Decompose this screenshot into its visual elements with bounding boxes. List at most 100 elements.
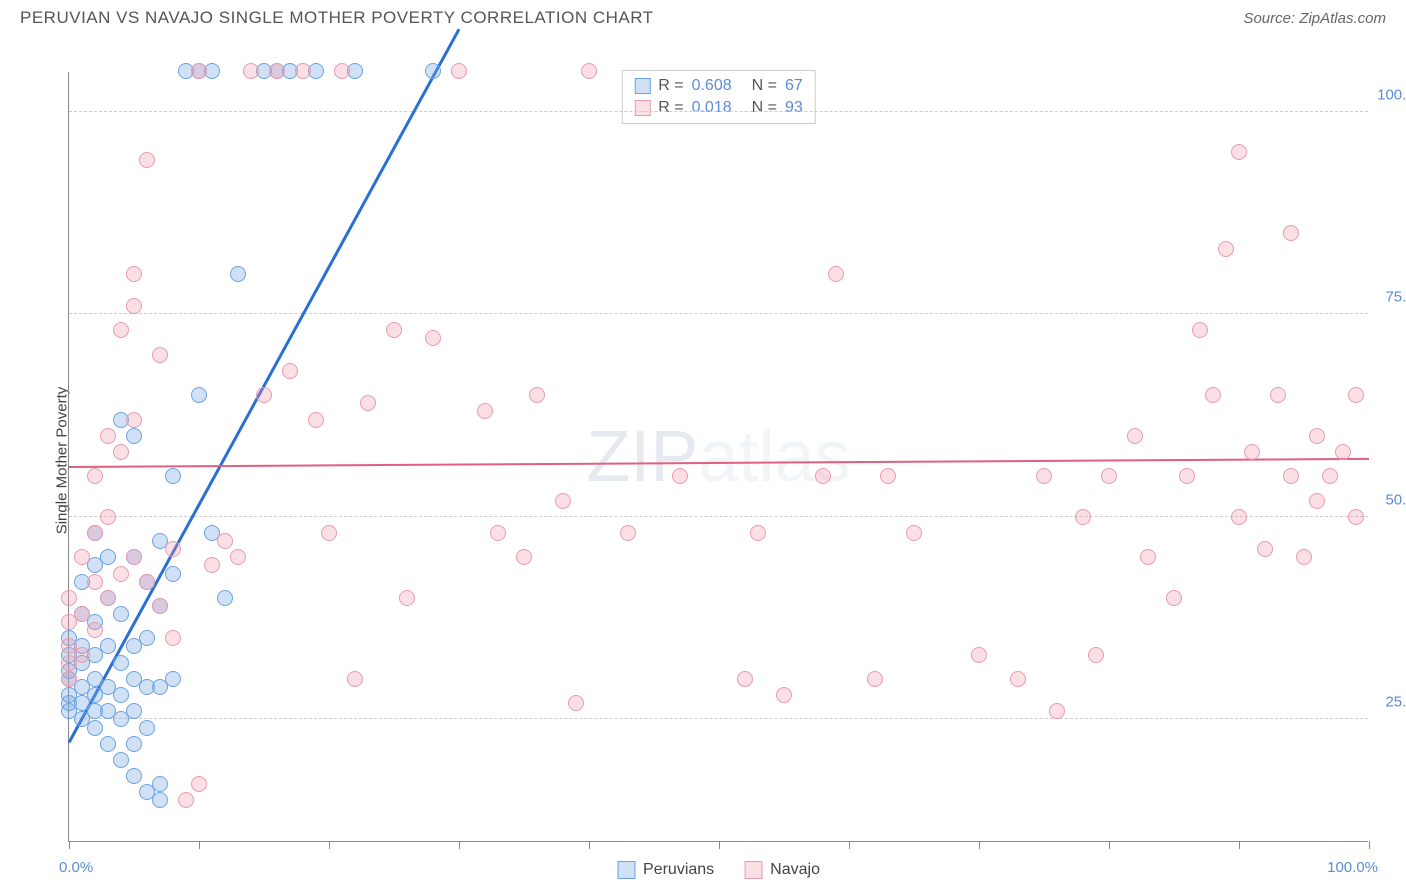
data-point <box>1192 322 1208 338</box>
data-point <box>165 566 181 582</box>
data-point <box>581 63 597 79</box>
data-point <box>1140 549 1156 565</box>
stat-swatch <box>634 78 650 94</box>
stat-r-value: 0.018 <box>692 99 732 117</box>
data-point <box>477 403 493 419</box>
chart-title: PERUVIAN VS NAVAJO SINGLE MOTHER POVERTY… <box>20 8 654 28</box>
data-point <box>971 647 987 663</box>
data-point <box>87 468 103 484</box>
data-point <box>126 549 142 565</box>
data-point <box>1309 493 1325 509</box>
data-point <box>399 590 415 606</box>
data-point <box>386 322 402 338</box>
data-point <box>126 768 142 784</box>
data-point <box>828 266 844 282</box>
legend-swatch <box>744 861 762 879</box>
data-point <box>178 792 194 808</box>
data-point <box>321 525 337 541</box>
data-point <box>1348 509 1364 525</box>
data-point <box>87 622 103 638</box>
data-point <box>529 387 545 403</box>
data-point <box>113 566 129 582</box>
data-point <box>776 687 792 703</box>
data-point <box>1283 225 1299 241</box>
data-point <box>100 509 116 525</box>
data-point <box>1101 468 1117 484</box>
data-point <box>620 525 636 541</box>
data-point <box>152 598 168 614</box>
y-tick-label: 50.0% <box>1385 491 1406 508</box>
data-point <box>490 525 506 541</box>
data-point <box>425 63 441 79</box>
data-point <box>61 671 77 687</box>
stat-r-value: 0.608 <box>692 77 732 95</box>
data-point <box>191 776 207 792</box>
data-point <box>867 671 883 687</box>
data-point <box>61 590 77 606</box>
source-label: Source: ZipAtlas.com <box>1243 10 1386 27</box>
data-point <box>1088 647 1104 663</box>
plot-area: ZIPatlas R = 0.608N = 67R = 0.018N = 93 … <box>68 72 1368 842</box>
data-point <box>1036 468 1052 484</box>
data-point <box>87 720 103 736</box>
data-point <box>139 152 155 168</box>
stat-swatch <box>634 100 650 116</box>
data-point <box>217 533 233 549</box>
x-tick <box>329 841 330 849</box>
legend-item: Peruvians <box>617 861 714 879</box>
data-point <box>1257 541 1273 557</box>
data-point <box>152 776 168 792</box>
x-tick <box>1109 841 1110 849</box>
data-point <box>100 428 116 444</box>
data-point <box>126 266 142 282</box>
data-point <box>243 63 259 79</box>
data-point <box>256 387 272 403</box>
data-point <box>737 671 753 687</box>
gridline <box>69 313 1368 314</box>
data-point <box>1127 428 1143 444</box>
gridline <box>69 718 1368 719</box>
data-point <box>269 63 285 79</box>
data-point <box>204 557 220 573</box>
data-point <box>165 541 181 557</box>
gridline <box>69 111 1368 112</box>
stat-r-label: R = <box>658 77 683 95</box>
legend-label: Peruvians <box>643 861 714 879</box>
data-point <box>139 574 155 590</box>
x-tick <box>979 841 980 849</box>
data-point <box>750 525 766 541</box>
data-point <box>1231 144 1247 160</box>
data-point <box>113 687 129 703</box>
data-point <box>126 298 142 314</box>
data-point <box>815 468 831 484</box>
data-point <box>100 590 116 606</box>
data-point <box>230 266 246 282</box>
data-point <box>1322 468 1338 484</box>
data-point <box>1049 703 1065 719</box>
data-point <box>165 630 181 646</box>
x-max-label: 100.0% <box>1327 859 1378 876</box>
data-point <box>880 468 896 484</box>
data-point <box>425 330 441 346</box>
x-tick <box>459 841 460 849</box>
watermark: ZIPatlas <box>586 416 850 498</box>
data-point <box>308 412 324 428</box>
x-tick <box>69 841 70 849</box>
legend-swatch <box>617 861 635 879</box>
data-point <box>1309 428 1325 444</box>
x-tick <box>1369 841 1370 849</box>
x-tick <box>849 841 850 849</box>
data-point <box>1283 468 1299 484</box>
data-point <box>1166 590 1182 606</box>
data-point <box>126 736 142 752</box>
y-tick-label: 75.0% <box>1385 289 1406 306</box>
data-point <box>100 549 116 565</box>
data-point <box>230 549 246 565</box>
data-point <box>113 606 129 622</box>
data-point <box>217 590 233 606</box>
data-point <box>100 736 116 752</box>
data-point <box>1205 387 1221 403</box>
data-point <box>87 574 103 590</box>
data-point <box>451 63 467 79</box>
data-point <box>126 428 142 444</box>
